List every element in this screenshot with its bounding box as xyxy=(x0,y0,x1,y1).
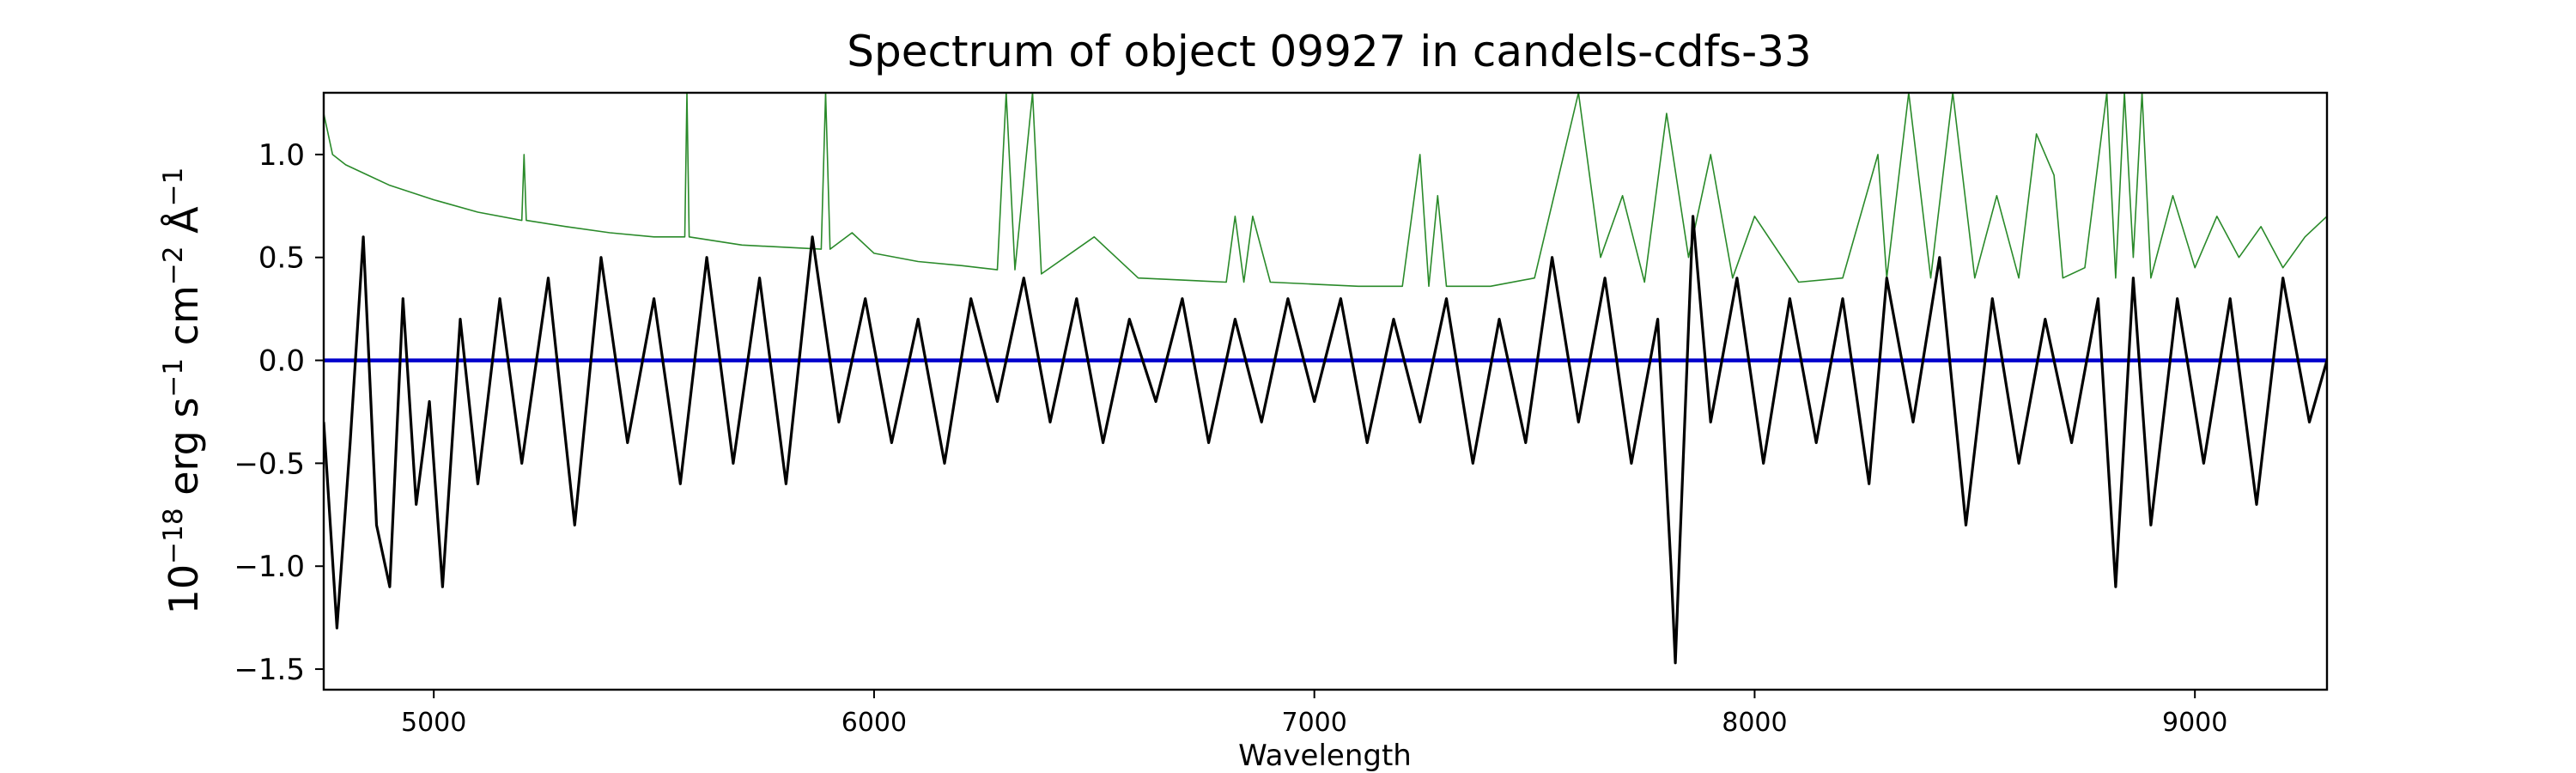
y-axis: −1.5 −1.0 −0.5 0.0 0.5 1.0 xyxy=(234,138,324,687)
y-tick-label: 0.5 xyxy=(258,241,305,276)
y-label-erg-s: erg s xyxy=(161,398,207,508)
x-tick-label: 5000 xyxy=(401,708,466,738)
y-axis-label: 10−18 erg s−1 cm−2 Å−1 xyxy=(158,167,207,615)
y-label-cm: cm xyxy=(161,285,207,358)
x-tick-label: 7000 xyxy=(1282,708,1347,738)
y-label-exp-2: −1 xyxy=(158,358,189,398)
y-tick-label: 0.0 xyxy=(258,344,305,379)
y-label-exp-3: −2 xyxy=(158,246,189,285)
flux-series-line xyxy=(324,215,2327,665)
plot-frame xyxy=(322,91,2329,691)
y-tick-label: 1.0 xyxy=(258,138,305,173)
x-axis: 5000 6000 7000 8000 9000 xyxy=(401,690,2227,738)
y-label-exp-4: −1 xyxy=(158,167,189,207)
chart-title: Spectrum of object 09927 in candels-cdfs… xyxy=(847,27,1812,76)
plot-area xyxy=(324,93,2327,665)
x-tick-label: 9000 xyxy=(2162,708,2227,738)
y-tick-label: −0.5 xyxy=(234,447,305,481)
y-label-angstrom: Å xyxy=(161,206,207,247)
x-axis-label: Wavelength xyxy=(1238,739,1412,773)
y-tick-label: −1.0 xyxy=(234,550,305,584)
x-tick-label: 6000 xyxy=(841,708,907,738)
y-label-exp-1: −18 xyxy=(158,508,189,563)
y-label-base: 10 xyxy=(161,564,207,615)
noise-series-line xyxy=(324,93,2327,288)
x-tick-label: 8000 xyxy=(1722,708,1787,738)
y-tick-label: −1.5 xyxy=(234,653,305,687)
